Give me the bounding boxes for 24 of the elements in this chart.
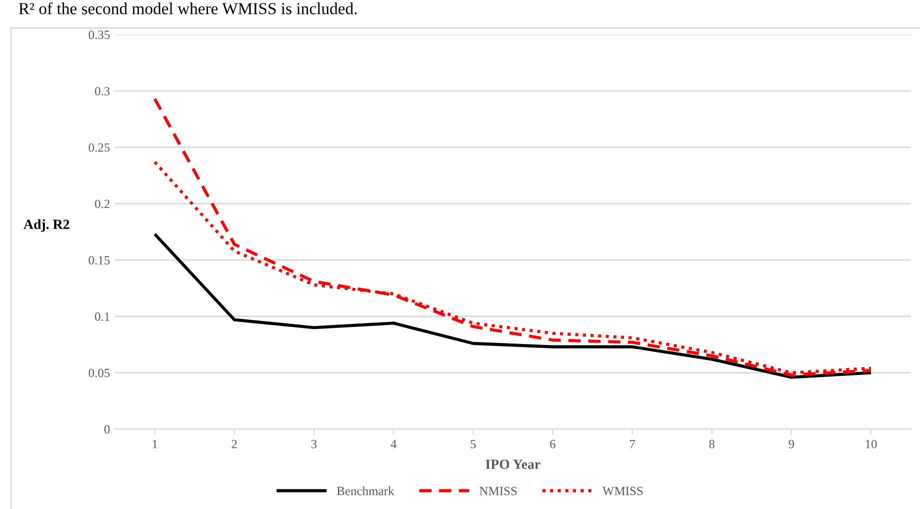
y-tick-label: 0.25 (88, 143, 110, 152)
y-axis-title: Adj. R2 (24, 219, 70, 232)
y-tick-label: 0.35 (88, 30, 110, 40)
x-tick-label: 10 (866, 440, 877, 448)
x-tick-label: 4 (390, 440, 396, 448)
y-tick-label: 0.05 (88, 368, 110, 378)
x-tick-label: 1 (152, 440, 158, 448)
legend-label: Benchmark (336, 486, 394, 496)
y-tick-label: 0.1 (94, 312, 110, 321)
y-tick-label: 0.15 (88, 256, 110, 265)
x-tick-label: 2 (232, 440, 237, 448)
legend-label: WMISS (602, 486, 643, 496)
text: R² of the second model where WMISS is included. (18, 2, 357, 14)
x-tick-label: 5 (470, 440, 476, 448)
x-tick-label: 6 (550, 440, 556, 448)
x-tick-label: 3 (311, 440, 317, 448)
x-axis-title: IPO Year (486, 460, 540, 469)
y-tick-label: 0 (104, 425, 110, 434)
y-tick-label: 0.2 (94, 200, 110, 208)
legend-label: NMISS (480, 486, 517, 496)
x-tick-label: 7 (630, 440, 636, 448)
y-tick-label: 0.3 (94, 86, 110, 96)
x-tick-label: 8 (709, 440, 714, 448)
x-tick-label: 9 (788, 440, 794, 448)
